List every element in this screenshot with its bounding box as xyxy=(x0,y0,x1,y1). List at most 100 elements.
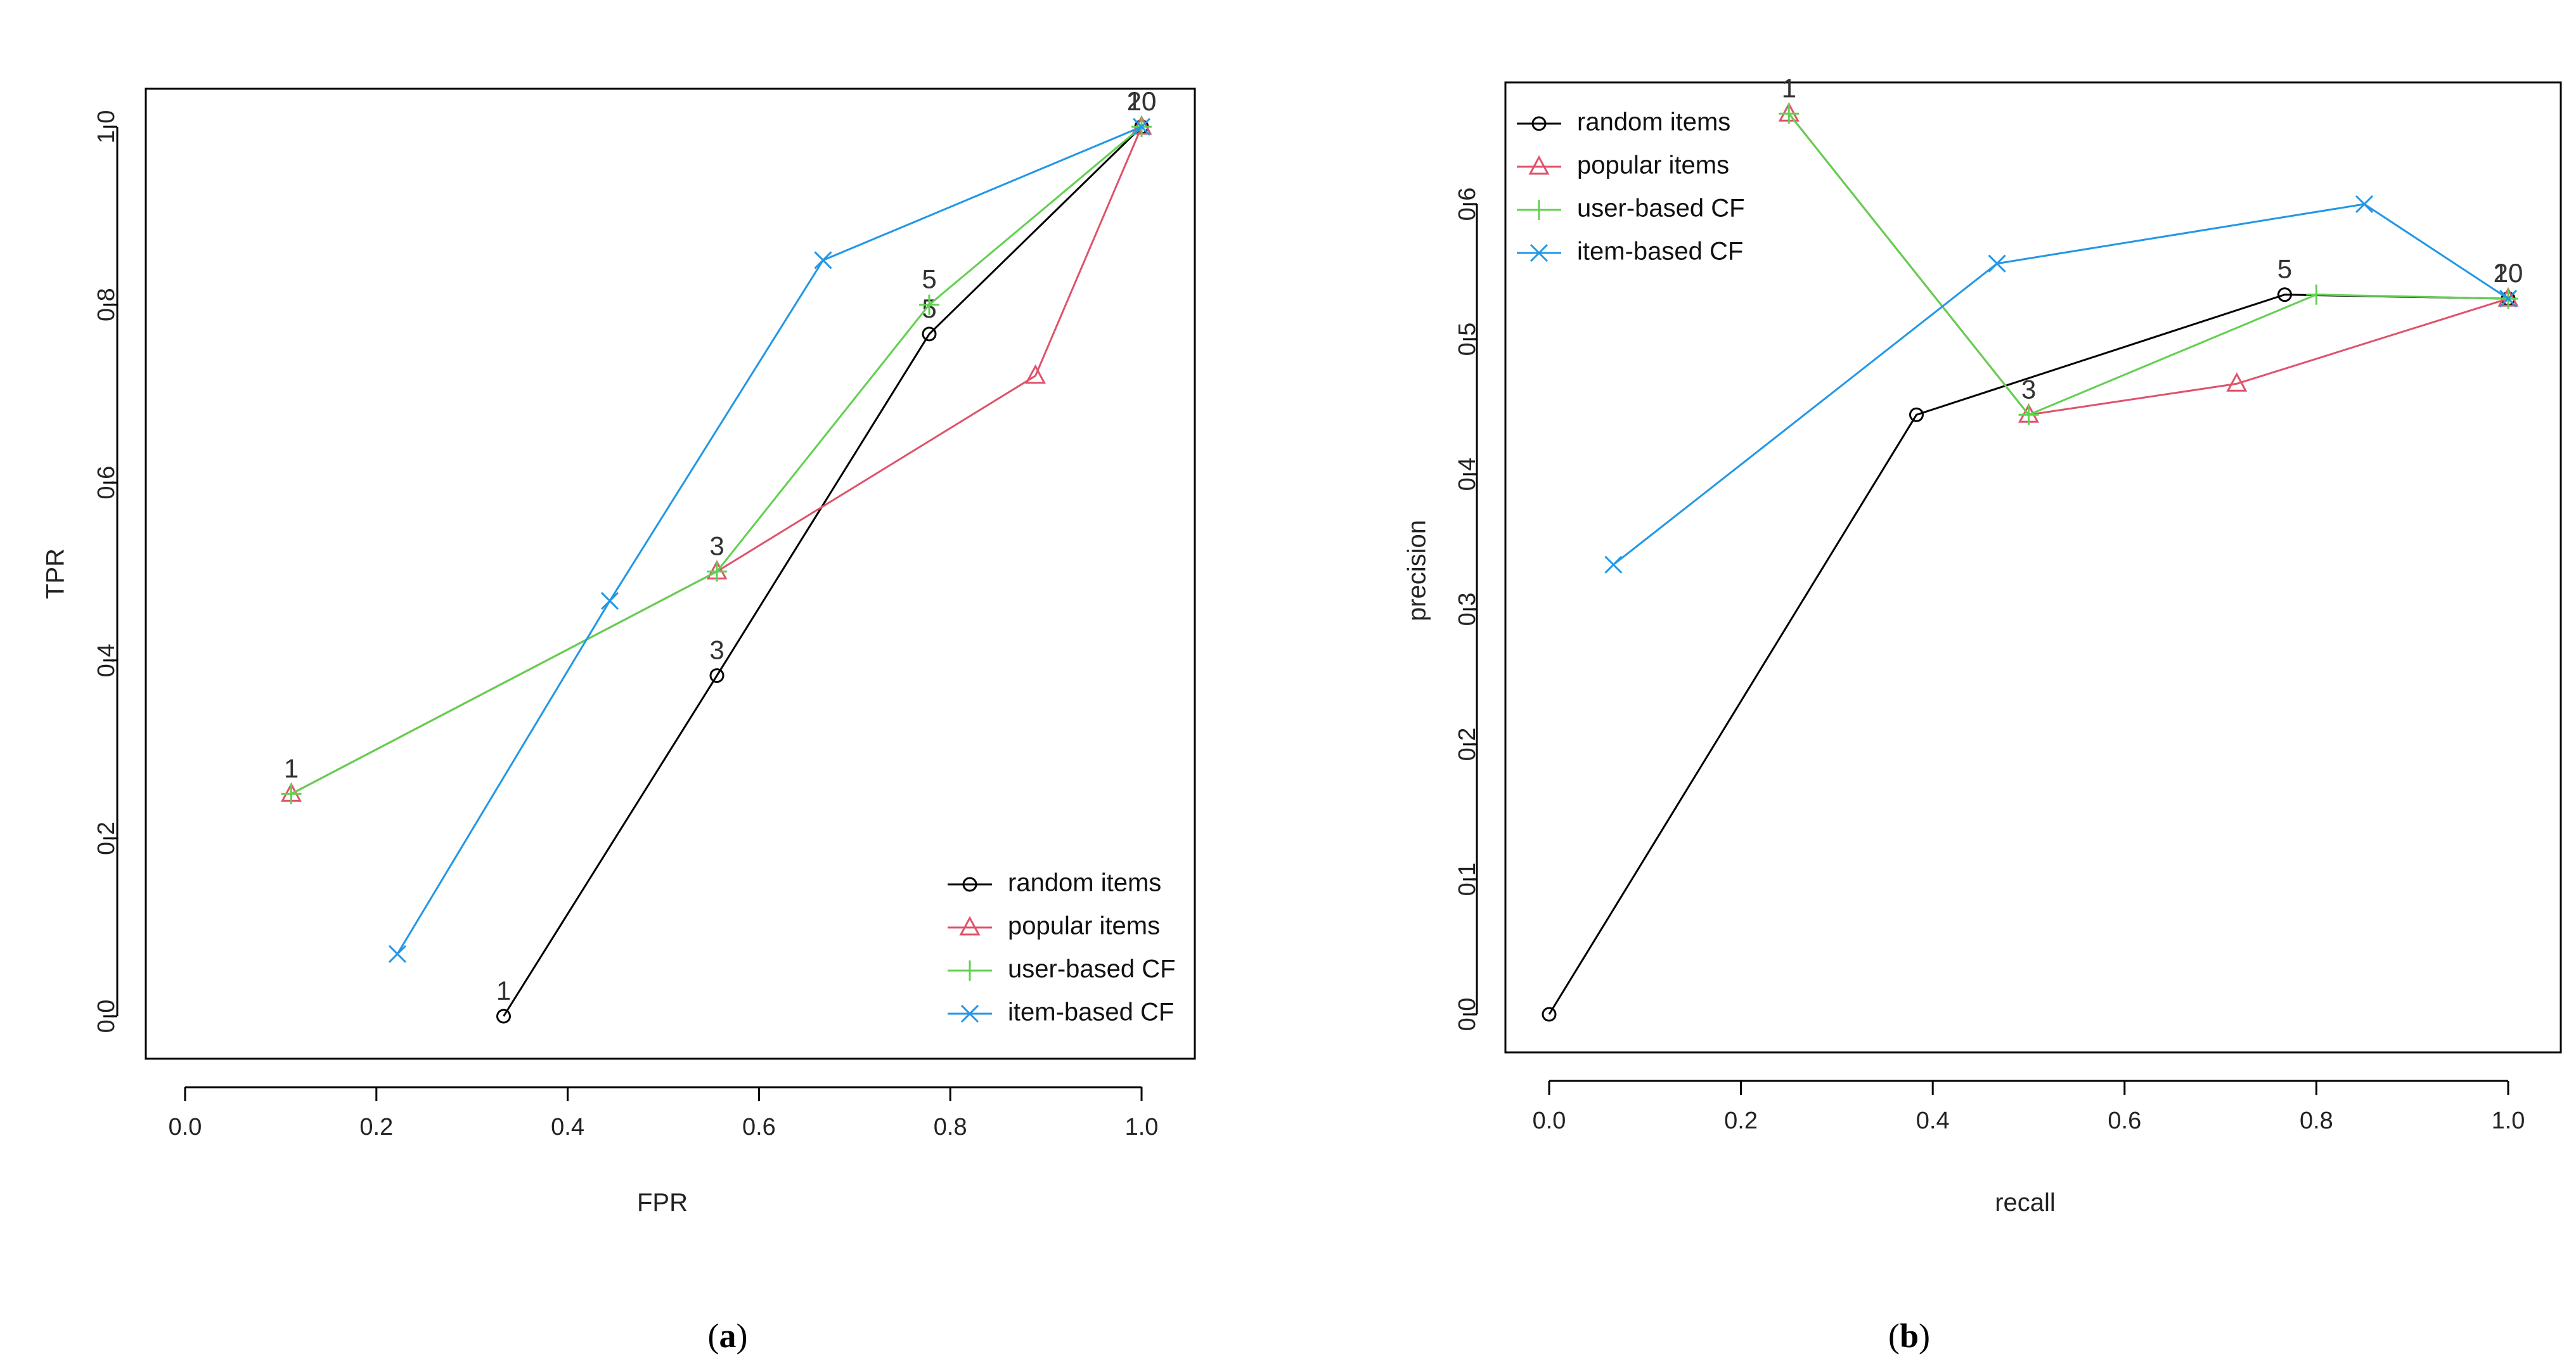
x-tick-label: 0.0 xyxy=(1533,1108,1566,1134)
legend-marker xyxy=(959,915,981,936)
legend-item-popular-items: popular items xyxy=(948,912,1160,940)
legend-item-user-based-cf: user-based CF xyxy=(948,955,1176,983)
legend-label: item-based CF xyxy=(1008,998,1174,1026)
legend: random items popular items user-based CF it… xyxy=(1517,108,1745,266)
legend-marker xyxy=(960,960,980,981)
legend-item-popular-items: popular items xyxy=(1517,152,1729,179)
data-point xyxy=(496,1009,511,1024)
chart-panel-a: 0.0 0.2 0.4 0.6 0.8 1.0 0.0 0.2 0.4 0.6 0.8 1.0 FPR T… xyxy=(42,86,1196,1355)
series-line xyxy=(1788,113,2509,416)
x-tick-label: 0.8 xyxy=(934,1114,967,1141)
point-label: 5 xyxy=(2277,254,2292,284)
series-item-based-cf: 20 xyxy=(388,86,1157,963)
legend-item-user-based-cf: user-based CF xyxy=(1517,195,1745,223)
panel-label-close: ) xyxy=(1919,1317,1930,1355)
x-tick-label: 0.0 xyxy=(169,1114,202,1141)
legend-label: item-based CF xyxy=(1577,238,1743,266)
plot-frame xyxy=(1504,81,2562,1054)
data-point xyxy=(814,251,832,269)
x-tick-label: 0.8 xyxy=(2300,1108,2333,1134)
data-point xyxy=(1988,254,2006,273)
series-popular-items: 13 xyxy=(1778,73,2519,423)
series-item-based-cf: 20 xyxy=(1604,195,2523,574)
legend: random items popular items user-based CF it… xyxy=(948,869,1176,1026)
point-label: 3 xyxy=(709,635,724,665)
data-point xyxy=(922,326,937,342)
legend-marker xyxy=(1529,200,1549,220)
series-line xyxy=(396,126,1142,955)
x-tick-label: 0.6 xyxy=(2108,1108,2141,1134)
data-point xyxy=(1132,117,1151,136)
x-tick-label: 0.6 xyxy=(742,1114,776,1141)
chart-panel-b: 0.0 0.2 0.4 0.6 0.8 1.0 0.0 0.1 0.2 0.3 0.4 0.5 0.6 r… xyxy=(1403,73,2562,1355)
panel-label-open: ( xyxy=(1888,1317,1900,1355)
point-label: 3 xyxy=(709,531,724,561)
data-point xyxy=(1909,407,1924,422)
legend-marker xyxy=(962,877,977,892)
point-label: 5 xyxy=(922,264,936,294)
y-tick-label: 0.8 xyxy=(93,288,120,321)
panel-label-letter: a xyxy=(719,1317,737,1355)
y-tick-label: 0.6 xyxy=(1454,188,1481,221)
legend-label: user-based CF xyxy=(1008,955,1176,983)
y-tick-label: 0.0 xyxy=(93,1000,120,1033)
legend-marker xyxy=(1530,243,1549,262)
panel-label-open: ( xyxy=(708,1317,719,1355)
y-tick-label: 0.6 xyxy=(93,466,120,500)
point-label: 20 xyxy=(2494,258,2523,288)
data-point xyxy=(2018,404,2039,425)
x-tick-label: 0.4 xyxy=(551,1114,584,1141)
series-line xyxy=(290,126,1143,795)
legend-label: popular items xyxy=(1008,912,1160,940)
x-tick-label: 1.0 xyxy=(1125,1114,1159,1141)
series-line xyxy=(503,126,1143,1017)
data-point xyxy=(1542,1007,1557,1022)
legend-label: random items xyxy=(1577,108,1730,136)
series-line xyxy=(1613,203,2509,565)
legend-label: user-based CF xyxy=(1577,195,1745,223)
y-tick-label: 0.2 xyxy=(93,822,120,855)
panel-label: (a) xyxy=(708,1317,748,1355)
legend-marker xyxy=(1531,116,1547,131)
point-label: 1 xyxy=(1782,73,1796,103)
series-user-based-cf: 5 xyxy=(281,117,1152,805)
y-tick-label: 0.1 xyxy=(1454,863,1481,896)
y-tick-label: 0.0 xyxy=(1454,998,1481,1031)
data-point xyxy=(600,591,619,610)
y-axis-title: precision xyxy=(1403,520,1431,621)
series-user-based-cf xyxy=(1779,103,2518,425)
series-popular-items: 13 xyxy=(280,115,1152,802)
y-tick-label: 1.0 xyxy=(93,110,120,144)
point-label: 10 xyxy=(2494,258,2523,288)
x-axis-title: recall xyxy=(1995,1189,2056,1217)
x-tick-label: 0.4 xyxy=(1916,1108,1950,1134)
data-point xyxy=(2306,284,2327,305)
data-point xyxy=(1024,364,1046,384)
x-tick-label: 0.2 xyxy=(1724,1108,1758,1134)
data-point xyxy=(2277,287,2292,302)
point-label: 10 xyxy=(1127,86,1157,116)
legend-item-item-based-cf: item-based CF xyxy=(948,998,1174,1026)
legend-marker xyxy=(960,1004,979,1023)
y-tick-label: 0.3 xyxy=(1454,593,1481,626)
legend-label: popular items xyxy=(1577,152,1729,179)
y-tick-label: 0.4 xyxy=(93,643,120,677)
x-tick-label: 1.0 xyxy=(2492,1108,2525,1134)
y-axis-title: TPR xyxy=(42,548,70,599)
point-label: 20 xyxy=(1127,86,1157,116)
legend-item-random-items: random items xyxy=(1517,108,1730,136)
data-point xyxy=(709,668,724,683)
data-point xyxy=(388,945,407,963)
y-tick-label: 0.5 xyxy=(1454,323,1481,356)
panel-label-letter: b xyxy=(1900,1317,1919,1355)
series-line xyxy=(1788,113,2509,417)
legend-item-random-items: random items xyxy=(948,869,1161,897)
series-random-items: 5 10 xyxy=(1542,254,2523,1022)
point-label: 1 xyxy=(496,976,511,1005)
series-line xyxy=(290,126,1142,795)
data-point xyxy=(1779,103,1800,124)
data-point xyxy=(2355,195,2374,214)
y-tick-label: 0.2 xyxy=(1454,728,1481,761)
x-tick-label: 0.2 xyxy=(359,1114,393,1141)
data-point xyxy=(2499,290,2518,308)
